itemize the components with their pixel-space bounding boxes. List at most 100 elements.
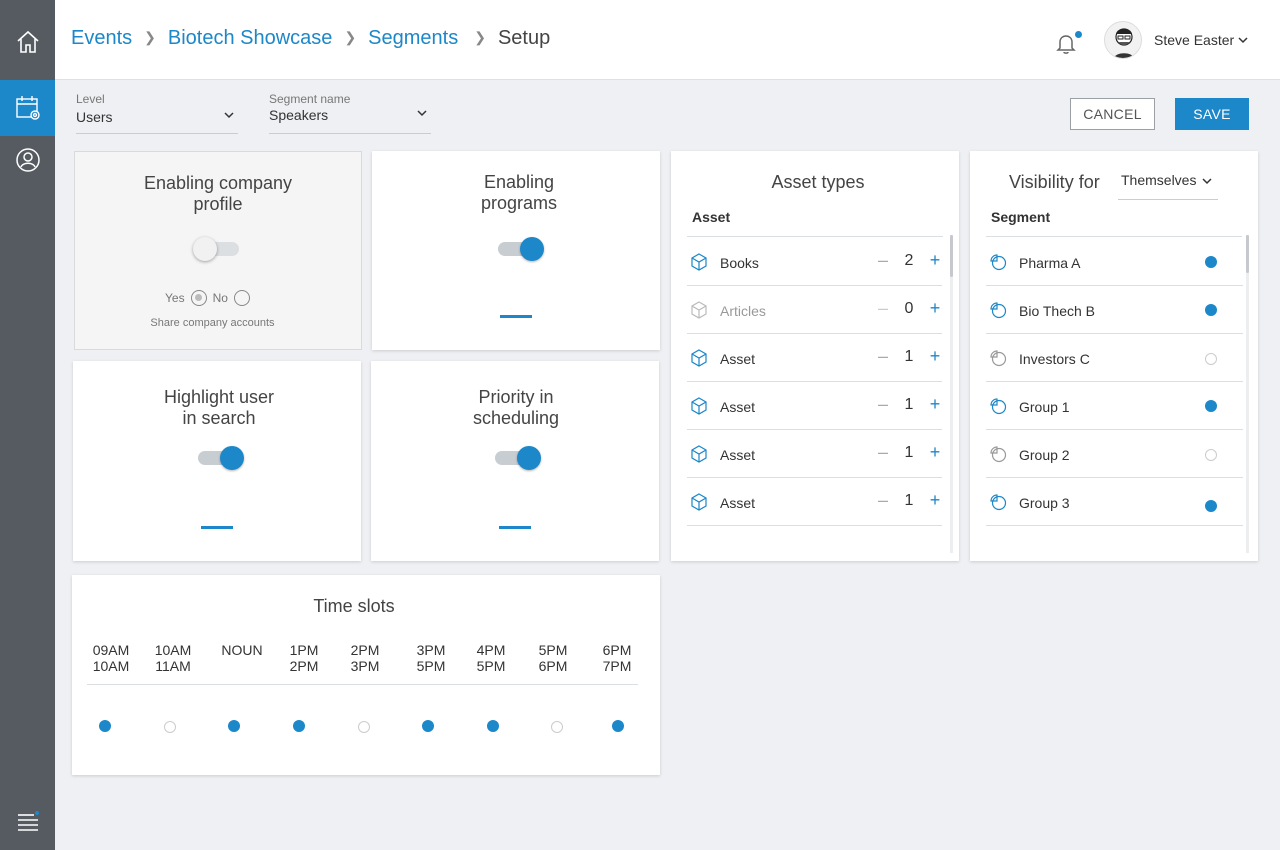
highlight-toggle[interactable] [196,444,244,472]
user-circle-icon [15,148,40,172]
time-slot-radio[interactable] [358,721,370,733]
card-title: Enabling company profile [75,173,361,215]
decrement-button[interactable]: – [877,490,888,510]
quantity-stepper: – 1 + [873,346,945,367]
increment-button[interactable]: + [929,442,941,462]
card-title: Enabling programs [375,172,663,214]
asset-types-card: Asset types Asset Books – 2 + Articles –… [671,151,959,561]
chevron-right-icon: ❯ [144,29,156,45]
segment-name-select[interactable]: Segment name Speakers [269,92,431,134]
company-profile-toggle[interactable] [193,235,241,263]
notifications-button[interactable] [1056,31,1082,55]
sidebar-menu-button[interactable] [0,794,55,850]
increment-button[interactable]: + [929,346,941,366]
time-slot-radio[interactable] [293,720,305,732]
time-slots-card: Time slots 09AM 10AM 10AM 11AM NOUN 1PM 2PM… [72,575,660,775]
breadcrumb-biotech-showcase[interactable]: Biotech Showcase [167,27,333,49]
priority-toggle[interactable] [493,444,541,472]
visibility-radio[interactable] [1205,400,1217,412]
avatar[interactable] [1104,21,1142,59]
slot-label: 09AM 10AM [81,642,141,674]
visibility-radio[interactable] [1205,500,1217,512]
sidebar-item-profile[interactable] [0,132,55,188]
time-slot-radio[interactable] [612,720,624,732]
yes-radio[interactable] [190,290,207,306]
time-slot-radio[interactable] [422,720,434,732]
time-slot-radio[interactable] [551,721,563,733]
slot-label: 4PM 5PM [461,642,521,674]
programs-toggle[interactable] [496,235,544,263]
level-label: Level [76,92,105,106]
breadcrumb: Events ❯ Biotech Showcase ❯ Segments ❯ S… [71,27,550,50]
time-slot-radio[interactable] [487,720,499,732]
save-button[interactable]: SAVE [1175,98,1249,130]
segment-row: Pharma A [986,238,1243,286]
decrement-button[interactable]: – [877,250,888,270]
quantity-value: 1 [904,395,914,413]
scrollbar[interactable] [1246,235,1249,273]
chevron-down-icon[interactable] [1238,35,1248,45]
visibility-radio[interactable] [1205,304,1217,316]
increment-button[interactable]: + [929,490,941,510]
title-line-2: profile [193,194,243,214]
card-title: Priority in scheduling [372,387,660,429]
no-radio[interactable] [233,290,250,306]
notification-badge [1075,31,1082,38]
pie-chart-icon [990,302,1007,319]
quantity-stepper: – 1 + [873,490,945,511]
breadcrumb-events[interactable]: Events [71,27,133,49]
quantity-value: 1 [904,443,914,461]
increment-button[interactable]: + [929,298,941,318]
sidebar-item-events[interactable] [0,80,55,136]
level-select[interactable]: Level Users [76,92,238,134]
user-name[interactable]: Steve Easter [1154,32,1235,48]
asset-row: Asset – 1 + [687,478,942,526]
scrollbar[interactable] [950,235,953,277]
yes-label: Yes [165,291,185,305]
slot-end: 6PM [538,658,568,674]
slot-start: 3PM [416,642,446,658]
visibility-radio[interactable] [1205,353,1217,365]
segment-name: Investors C [1019,351,1090,367]
asset-row: Asset – 1 + [687,334,942,382]
quantity-value: 1 [904,491,914,509]
chevron-down-icon [417,110,427,117]
time-slot-radio[interactable] [228,720,240,732]
dash-indicator [500,315,532,318]
decrement-button[interactable]: – [877,298,888,318]
visibility-radio[interactable] [1205,449,1217,461]
segment-name: Group 2 [1019,447,1070,463]
time-slots-title: Time slots [313,596,395,616]
slot-end: 10AM [92,658,130,674]
highlight-card: Highlight user in search [73,361,361,561]
time-slot-radio[interactable] [99,720,111,732]
slot-start: 2PM [350,642,380,658]
cube-icon [691,493,707,511]
pie-chart-icon [990,350,1007,367]
segment-name: Group 1 [1019,399,1070,415]
title-line-1: Priority in [478,387,554,407]
asset-name: Articles [720,303,766,319]
slot-start: 1PM [289,642,319,658]
breadcrumb-segments[interactable]: Segments [368,27,459,49]
pie-chart-icon [990,398,1007,415]
visibility-select[interactable]: Themselves [1118,170,1218,200]
cancel-button[interactable]: CANCEL [1070,98,1155,130]
slot-start: 10AM [154,642,192,658]
slot-end: 7PM [602,658,632,674]
segment-row: Group 2 [986,430,1243,478]
decrement-button[interactable]: – [877,346,888,366]
slot-label: 5PM 6PM [523,642,583,674]
chevron-right-icon: ❯ [344,29,357,45]
visibility-radio[interactable] [1205,256,1217,268]
increment-button[interactable]: + [929,250,941,270]
decrement-button[interactable]: – [877,442,888,462]
sidebar [0,0,55,850]
increment-button[interactable]: + [929,394,941,414]
bell-icon [1056,35,1076,54]
time-slot-radio[interactable] [164,721,176,733]
decrement-button[interactable]: – [877,394,888,414]
chevron-right-icon: ❯ [474,29,486,45]
toggle-knob [193,237,217,261]
sidebar-item-home[interactable] [0,14,55,70]
